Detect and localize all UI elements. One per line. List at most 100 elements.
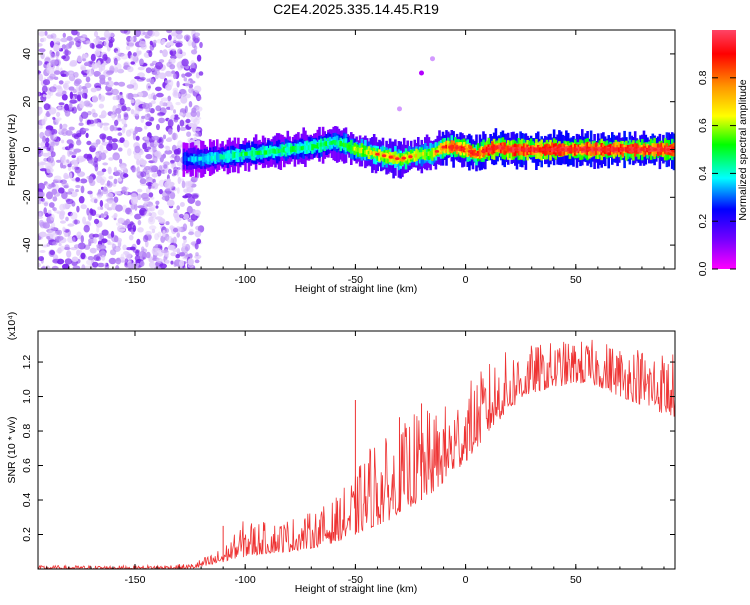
ridge-cell	[603, 147, 607, 152]
ridge-cell	[238, 153, 242, 157]
noise-blob	[171, 186, 176, 191]
noise-blob	[38, 147, 42, 155]
noise-blob	[115, 50, 121, 56]
noise-blob	[89, 42, 95, 49]
ridge-cell	[406, 155, 409, 160]
ridge-cell	[438, 148, 441, 153]
noise-blob	[199, 41, 203, 49]
noise-blob	[52, 196, 58, 202]
noise-blob	[170, 159, 176, 163]
noise-blob	[87, 119, 95, 125]
ridge-peak	[481, 150, 486, 153]
noise-blob	[45, 137, 50, 143]
noise-blob	[172, 249, 178, 253]
ridge-peak	[500, 146, 506, 150]
ridge-cell	[517, 147, 521, 151]
noise-blob	[67, 163, 72, 168]
noise-blob	[67, 223, 75, 227]
noise-blob	[123, 113, 129, 121]
noise-blob	[93, 31, 99, 37]
noise-blob	[167, 128, 173, 135]
noise-blob	[49, 86, 57, 93]
noise-blob	[108, 175, 114, 180]
noise-blob	[158, 189, 163, 195]
noise-blob	[95, 152, 100, 159]
ridge-peak	[487, 147, 493, 151]
noise-blob	[153, 182, 157, 186]
noise-blob	[112, 152, 120, 161]
noise-blob	[174, 114, 179, 118]
noise-blob	[62, 226, 66, 232]
noise-blob	[136, 171, 140, 176]
noise-blob	[195, 116, 202, 120]
noise-blob	[70, 212, 78, 220]
noise-blob	[158, 143, 164, 149]
noise-blob	[145, 240, 149, 248]
ridge-cell	[233, 152, 237, 158]
noise-blob	[80, 252, 86, 260]
noise-blob	[139, 58, 144, 66]
noise-blob	[86, 259, 93, 266]
noise-blob	[103, 211, 109, 216]
noise-blob	[41, 37, 47, 42]
noise-blob	[150, 100, 156, 105]
noise-blob	[106, 192, 114, 199]
ridge-cell	[281, 148, 284, 153]
ridge-cell	[265, 150, 268, 155]
ridge-peak	[613, 148, 618, 151]
noise-blob	[177, 176, 181, 185]
noise-blob	[136, 193, 142, 201]
ridge-peak	[573, 148, 578, 151]
noise-blob	[127, 66, 134, 73]
ridge-cell	[295, 146, 298, 151]
noise-blob	[86, 69, 94, 77]
noise-blob	[115, 257, 122, 265]
ridge-cell	[651, 147, 655, 152]
ridge-cell	[524, 147, 528, 152]
noise-blob	[125, 92, 133, 100]
ridge-cell	[531, 146, 535, 152]
noise-blob	[78, 85, 83, 92]
noise-blob	[117, 132, 123, 137]
ridge-peak	[448, 145, 453, 149]
noise-blob	[175, 254, 180, 259]
x-tick-label: 0	[463, 574, 469, 586]
ridge-peak	[395, 157, 400, 161]
noise-blob	[121, 186, 128, 194]
noise-blob	[166, 236, 174, 243]
noise-blob	[68, 203, 72, 208]
noise-blob	[113, 235, 119, 243]
noise-blob	[66, 250, 72, 258]
noise-blob	[149, 142, 155, 148]
ridge-cell	[277, 149, 281, 154]
noise-blob	[160, 235, 166, 243]
noise-blob	[100, 213, 105, 219]
ridge-cell	[380, 151, 383, 158]
ridge-cell	[256, 151, 260, 155]
noise-blob	[44, 31, 48, 36]
noise-blob	[71, 235, 78, 242]
snr-panel: -150 -100 -50 0 50 0.2 0.4 0.6 0.8 1.0 1.2 Height …	[6, 312, 676, 595]
ridge-cell	[360, 147, 364, 154]
noise-blob	[145, 67, 152, 74]
noise-blob	[145, 146, 152, 150]
ridge-cell	[484, 148, 487, 153]
outlier-point	[430, 56, 435, 62]
ridge-cell	[300, 146, 304, 151]
ridge-cell	[637, 147, 640, 153]
noise-blob	[101, 141, 109, 146]
noise-blob	[50, 59, 58, 66]
noise-blob	[117, 228, 126, 232]
noise-blob	[158, 59, 165, 63]
noise-blob	[137, 227, 144, 233]
noise-blob	[76, 31, 80, 37]
noise-blob	[104, 203, 110, 209]
ridge-cell	[337, 140, 341, 146]
ridge-cell	[371, 151, 374, 155]
noise-blob	[189, 68, 197, 73]
noise-blob	[39, 191, 45, 198]
ridge-peak	[454, 146, 459, 150]
noise-blob	[155, 200, 160, 205]
noise-blob	[116, 222, 121, 226]
noise-blob	[115, 265, 120, 269]
